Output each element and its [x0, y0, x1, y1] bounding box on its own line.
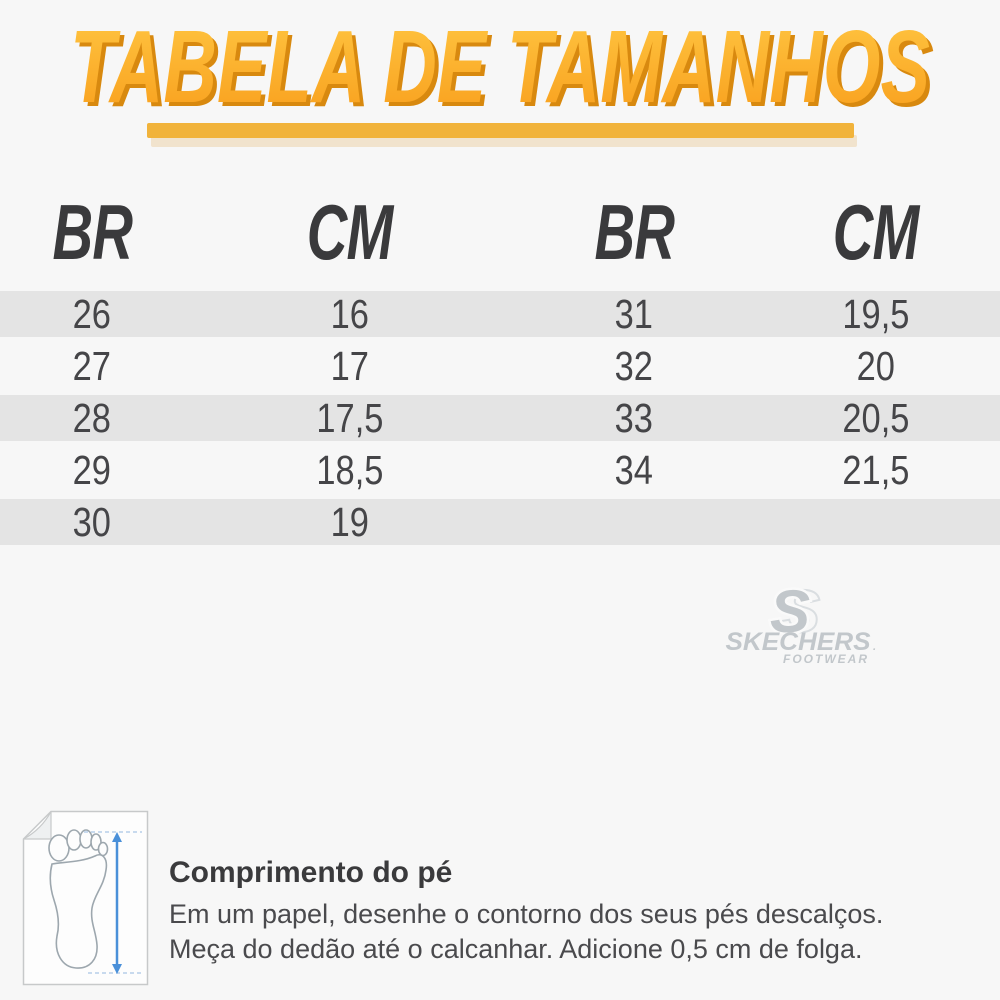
big-toe [48, 834, 70, 862]
table-row: 28 17,5 33 20,5 [0, 392, 1000, 444]
size-table: 26 16 31 19,5 27 17 32 20 28 17,5 33 20,… [0, 288, 1000, 548]
instructions-text: Comprimento do pé Em um papel, desenhe o… [169, 856, 883, 986]
column-header-br-right: BR [516, 183, 752, 281]
column-header-cm-right: CM [752, 183, 1000, 281]
size-cell-cm: 17,5 [316, 394, 384, 441]
title-underline [147, 123, 854, 138]
page-title: TABELA DE TAMANHOS [70, 9, 930, 124]
toe [97, 841, 109, 857]
skechers-s-icon: S S [767, 576, 821, 648]
size-cell-br: 32 [614, 342, 654, 389]
toe [66, 829, 82, 851]
table-header-row: BR CM BR CM [0, 183, 1000, 281]
size-cell-cm: 18,5 [316, 446, 384, 493]
skechers-logo: S S SKECHERS . FOOTWEAR [726, 576, 877, 667]
column-header-cm-left: CM [184, 183, 516, 281]
size-cell-cm: 17 [330, 342, 370, 389]
column-header-label: BR [594, 187, 674, 276]
page-title-shadow: TABELA DE TAMANHOS [74, 13, 934, 128]
instructions-heading: Comprimento do pé [169, 856, 453, 889]
measurement-instructions: Comprimento do pé Em um papel, desenhe o… [22, 810, 883, 986]
table-row: 30 19 [0, 496, 1000, 548]
size-cell-br: 28 [72, 394, 112, 441]
size-cell-br: 30 [72, 498, 112, 545]
arrowhead-up [112, 832, 122, 842]
size-cell-br: 34 [614, 446, 654, 493]
size-cell-br: 26 [72, 290, 112, 337]
size-cell-cm: 16 [330, 290, 370, 337]
foot-measure-icon [22, 810, 149, 986]
size-cell-br: 33 [614, 394, 654, 441]
size-cell-br: 29 [72, 446, 112, 493]
length-arrow [112, 832, 122, 974]
table-row: 27 17 32 20 [0, 340, 1000, 392]
column-header-label: CM [833, 187, 920, 276]
size-cell-cm: 19,5 [842, 290, 910, 337]
title-banner: TABELA DE TAMANHOS TABELA DE TAMANHOS [70, 9, 934, 147]
column-header-label: CM [307, 187, 394, 276]
table-row: 29 18,5 34 21,5 [0, 444, 1000, 496]
s-emblem: S [770, 578, 810, 645]
column-header-label: BR [52, 187, 132, 276]
size-cell-cm: 21,5 [842, 446, 910, 493]
size-cell-br: 27 [72, 342, 112, 389]
instructions-line2: Meça do dedão até o calcanhar. Adicione … [169, 934, 863, 964]
size-cell-br: 31 [614, 290, 654, 337]
size-cell-cm: 20 [856, 342, 896, 389]
skechers-wordmark-dot: . [873, 641, 876, 653]
size-cell-cm: 20,5 [842, 394, 910, 441]
s-emblem-ghost: S [780, 578, 820, 645]
skechers-wordmark: SKECHERS [726, 628, 871, 656]
table-row: 26 16 31 19,5 [0, 288, 1000, 340]
arrowhead-down [112, 964, 122, 974]
size-cell-br [516, 496, 752, 548]
paper-fold [23, 811, 52, 840]
skechers-footwear-label: FOOTWEAR [783, 652, 869, 666]
instructions-line1: Em um papel, desenhe o contorno dos seus… [169, 899, 884, 929]
column-header-br-left: BR [0, 183, 184, 281]
size-cell-cm: 19 [330, 498, 370, 545]
size-cell-cm [752, 496, 1000, 548]
